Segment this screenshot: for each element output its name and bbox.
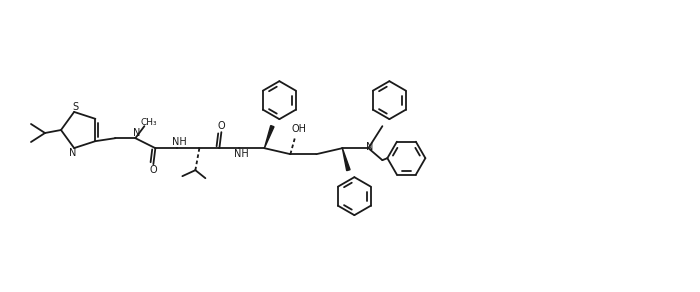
Text: NH: NH	[172, 137, 187, 147]
Polygon shape	[342, 148, 350, 171]
Text: NH: NH	[234, 149, 248, 159]
Text: OH: OH	[292, 124, 307, 134]
Text: N: N	[69, 148, 77, 158]
Text: CH₃: CH₃	[140, 118, 157, 127]
Text: N: N	[365, 142, 373, 152]
Text: O: O	[218, 121, 225, 131]
Text: S: S	[72, 102, 78, 112]
Text: N: N	[133, 128, 140, 138]
Polygon shape	[265, 126, 274, 148]
Text: O: O	[150, 165, 158, 175]
